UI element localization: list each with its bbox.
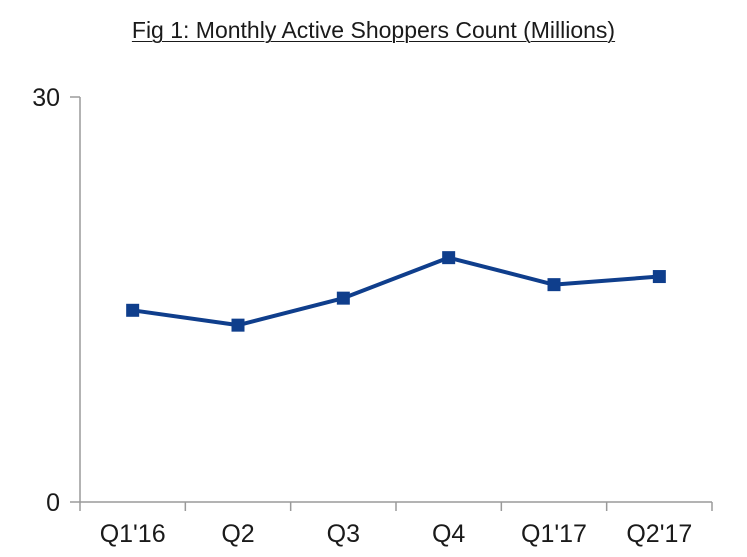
x-tick-label: Q1'17 xyxy=(521,520,587,548)
data-point-marker xyxy=(336,291,350,305)
data-point-marker xyxy=(652,270,666,284)
y-tick-label-max: 30 xyxy=(32,84,60,112)
x-tick-label: Q1'16 xyxy=(100,520,166,548)
data-point-marker xyxy=(231,318,245,332)
data-point-marker xyxy=(442,251,456,265)
x-tick-marks xyxy=(79,502,713,511)
y-axis: 30 0 xyxy=(32,84,81,517)
y-tick-label-min: 0 xyxy=(46,489,60,517)
x-tick-label: Q4 xyxy=(432,520,465,548)
x-tick-label: Q2 xyxy=(221,520,254,548)
series-line xyxy=(132,255,660,328)
x-tick-labels: Q1'16 Q2 Q3 Q4 Q1'17 Q2'17 xyxy=(100,520,693,548)
x-axis: Q1'16 Q2 Q3 Q4 Q1'17 Q2'17 xyxy=(79,501,713,548)
x-tick-label: Q2'17 xyxy=(626,520,692,548)
series-layer xyxy=(126,251,666,332)
data-point-marker xyxy=(126,303,140,317)
chart-title: Fig 1: Monthly Active Shoppers Count (Mi… xyxy=(131,17,616,43)
x-tick-label: Q3 xyxy=(327,520,360,548)
data-point-marker xyxy=(547,278,561,292)
